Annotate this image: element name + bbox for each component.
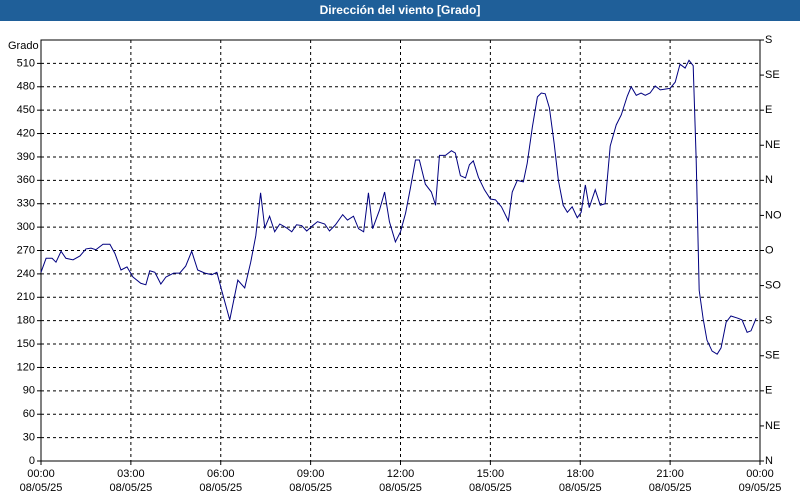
y-tick-label: 510 <box>17 57 35 69</box>
y-tick-label: 480 <box>17 81 35 93</box>
y2-tick-label: NE <box>765 139 780 151</box>
title-bar: Dirección del viento [Grado] <box>0 0 800 21</box>
y2-tick-label: NE <box>765 420 780 432</box>
y2-tick-label: NO <box>765 209 782 221</box>
x-tick-label: 06:00 08/05/25 <box>199 468 243 494</box>
y2-tick-label: SE <box>765 350 780 362</box>
y-tick-label: 150 <box>17 338 35 350</box>
x-tick-label: 21:00 08/05/25 <box>648 468 692 494</box>
y-tick-label: 420 <box>17 127 35 139</box>
x-tick-label: 09:00 08/05/25 <box>289 468 333 494</box>
y2-tick-label: S <box>765 315 772 327</box>
y-tick-label: 90 <box>23 385 35 397</box>
y-tick-label: 390 <box>17 151 35 163</box>
y-axis-label: Grado <box>8 40 39 52</box>
data-line <box>40 59 757 355</box>
y-tick-label: 330 <box>17 198 35 210</box>
x-tick-label: 18:00 08/05/25 <box>558 468 602 494</box>
y-tick-label: 120 <box>17 361 35 373</box>
y-tick-label: 240 <box>17 268 35 280</box>
y-tick-label: 30 <box>23 432 35 444</box>
y-tick-label: 360 <box>17 174 35 186</box>
y-tick-label: 0 <box>29 455 35 467</box>
y-tick-label: 60 <box>23 408 35 420</box>
x-tick-label: 00:00 08/05/25 <box>19 468 63 494</box>
x-tick-label: 12:00 08/05/25 <box>379 468 422 494</box>
y-tick-label: 450 <box>17 104 35 116</box>
y2-tick-label: SE <box>765 69 780 81</box>
y-tick-label: 270 <box>17 244 35 256</box>
y-tick-label: 210 <box>17 291 35 303</box>
y2-tick-label: S <box>765 34 772 46</box>
x-tick-label: 03:00 08/05/25 <box>109 468 153 494</box>
y2-tick-label: E <box>765 385 772 397</box>
plot-border <box>40 39 761 462</box>
y2-tick-label: N <box>765 455 773 467</box>
y-tick-label: 300 <box>17 221 35 233</box>
x-tick-label: 15:00 08/05/25 <box>468 468 512 494</box>
y-tick-label: 180 <box>17 315 35 327</box>
y2-tick-label: O <box>765 244 774 256</box>
x-tick-label: 00:00 09/05/25 <box>738 468 782 494</box>
y2-tick-label: SO <box>765 279 781 291</box>
y2-tick-label: E <box>765 104 772 116</box>
y2-tick-label: N <box>765 174 773 186</box>
